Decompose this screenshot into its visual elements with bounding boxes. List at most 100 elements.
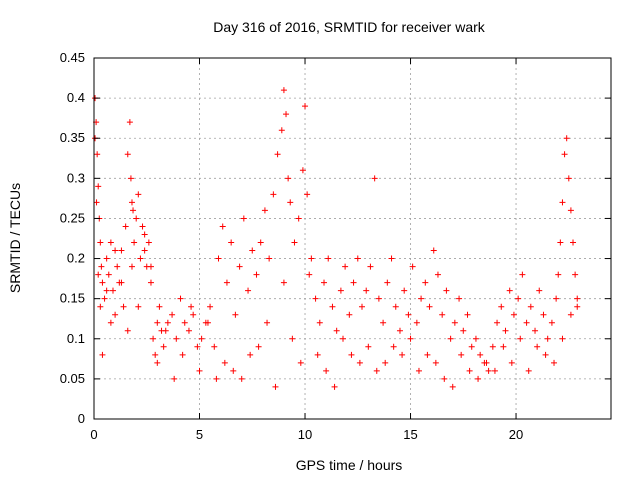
data-point — [567, 311, 574, 318]
data-point — [171, 375, 178, 382]
data-point — [388, 255, 395, 262]
data-point — [468, 343, 475, 350]
x-tick-label: 15 — [403, 427, 417, 442]
data-point — [147, 263, 154, 270]
data-point — [141, 247, 148, 254]
data-point — [295, 215, 302, 222]
data-point — [540, 311, 547, 318]
data-point — [325, 255, 332, 262]
data-point — [563, 135, 570, 142]
data-point — [557, 239, 564, 246]
axis-ticks: 0 0.05 0.1 0.15 0.2 0.25 0.3 0.35 0.4 0.45 0 5 10 15 2… — [60, 50, 611, 442]
data-point — [407, 335, 414, 342]
y-tick-label: 0.2 — [67, 251, 85, 266]
data-point — [240, 215, 247, 222]
data-point — [185, 327, 192, 334]
data-point — [160, 343, 167, 350]
data-point — [331, 383, 338, 390]
data-point — [152, 351, 159, 358]
data-point — [162, 327, 169, 334]
data-point — [150, 335, 157, 342]
data-point — [346, 311, 353, 318]
data-point — [399, 351, 406, 358]
data-point — [333, 327, 340, 334]
data-point — [392, 303, 399, 310]
data-point — [236, 263, 243, 270]
chart-title: Day 316 of 2016, SRMTID for receiver war… — [213, 19, 486, 35]
data-point — [396, 327, 403, 334]
data-point — [126, 119, 133, 126]
data-point — [422, 279, 429, 286]
data-point — [447, 335, 454, 342]
data-point — [278, 127, 285, 134]
data-point — [230, 367, 237, 374]
data-point — [489, 343, 496, 350]
data-point — [555, 271, 562, 278]
data-point — [255, 343, 262, 350]
data-point — [194, 343, 201, 350]
x-tick-label: 20 — [509, 427, 523, 442]
data-point — [145, 239, 152, 246]
data-point — [508, 359, 515, 366]
data-point — [375, 295, 382, 302]
data-point — [257, 239, 264, 246]
data-points — [92, 87, 581, 390]
plot-frame — [93, 57, 612, 420]
data-point — [287, 199, 294, 206]
x-tick-label: 0 — [90, 427, 97, 442]
data-point — [460, 327, 467, 334]
data-point — [363, 287, 370, 294]
data-point — [283, 111, 290, 118]
data-point — [103, 255, 110, 262]
data-point — [264, 319, 271, 326]
data-point — [103, 287, 110, 294]
data-point — [221, 359, 228, 366]
data-point — [565, 175, 572, 182]
data-point — [559, 199, 566, 206]
data-point — [130, 207, 137, 214]
data-point — [266, 255, 273, 262]
data-point — [101, 295, 108, 302]
data-point — [228, 239, 235, 246]
data-point — [574, 295, 581, 302]
data-point — [312, 295, 319, 302]
data-point — [314, 351, 321, 358]
data-point — [434, 271, 441, 278]
data-point — [118, 247, 125, 254]
data-point — [274, 151, 281, 158]
data-point — [107, 319, 114, 326]
data-point — [164, 319, 171, 326]
data-point — [415, 367, 422, 374]
data-point — [365, 343, 372, 350]
data-point — [350, 279, 357, 286]
data-point — [532, 327, 539, 334]
data-point — [98, 263, 105, 270]
data-point — [118, 279, 125, 286]
data-point — [297, 359, 304, 366]
data-point — [456, 295, 463, 302]
data-point — [517, 335, 524, 342]
data-point — [525, 367, 532, 374]
grid-lines — [94, 58, 611, 419]
data-point — [99, 279, 106, 286]
x-tick-label: 10 — [298, 427, 312, 442]
data-point — [510, 311, 517, 318]
data-point — [285, 175, 292, 182]
data-point — [238, 375, 245, 382]
data-point — [527, 303, 534, 310]
data-point — [272, 383, 279, 390]
data-point — [570, 239, 577, 246]
data-point — [418, 295, 425, 302]
data-point — [498, 303, 505, 310]
data-point — [190, 311, 197, 318]
data-point — [135, 191, 142, 198]
data-point — [451, 319, 458, 326]
y-tick-label: 0.15 — [60, 291, 85, 306]
data-point — [572, 271, 579, 278]
data-point — [542, 351, 549, 358]
data-point — [358, 303, 365, 310]
data-point — [477, 351, 484, 358]
data-point — [523, 319, 530, 326]
data-point — [131, 239, 138, 246]
y-axis-label: SRMTID / TECUs — [7, 183, 23, 293]
